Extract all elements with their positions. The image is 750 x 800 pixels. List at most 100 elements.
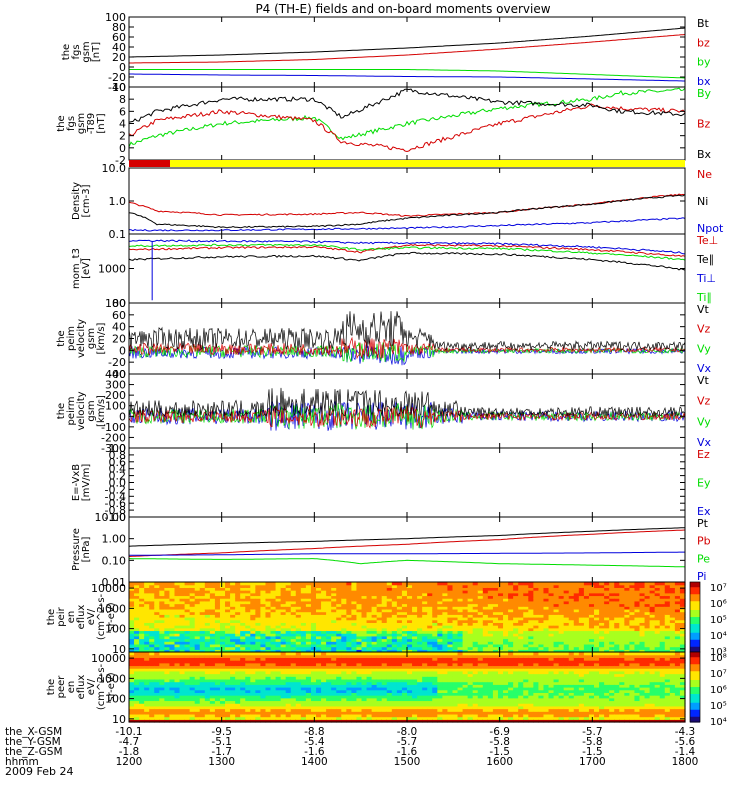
heatmap-cell (230, 711, 236, 715)
heatmap-cell (472, 649, 479, 653)
heatmap-cell (417, 627, 423, 632)
heatmap-cell (209, 627, 216, 632)
heatmap-cell (619, 595, 625, 599)
heatmap-cell (295, 643, 302, 648)
heatmap-cell (664, 598, 671, 602)
heatmap-cell (427, 662, 433, 667)
heatmap-cell (442, 649, 449, 653)
heatmap-cell (174, 592, 181, 597)
heatmap-cell (599, 638, 605, 642)
heatmap-cell (144, 703, 150, 707)
heatmap-cell (518, 600, 524, 605)
heatmap-cell (250, 598, 256, 602)
heatmap-cell (179, 587, 186, 591)
heatmap-cell (386, 700, 393, 704)
heatmap-cell (169, 598, 176, 602)
heatmap-cell (149, 654, 155, 658)
heatmap-cell (139, 654, 145, 658)
heatmap-cell (245, 692, 251, 696)
heatmap-cell (391, 700, 398, 704)
heatmap-cell (356, 705, 363, 710)
legend-Pe: Pe (697, 552, 710, 565)
heatmap-cell (179, 649, 186, 653)
heatmap-cell (235, 692, 241, 696)
heatmap-cell (659, 614, 666, 618)
heatmap-cell (326, 719, 332, 723)
heatmap-cell (164, 582, 171, 586)
heatmap-cell (199, 681, 206, 685)
heatmap-cell (230, 617, 236, 621)
heatmap-cell (326, 622, 332, 626)
heatmap-cell (583, 643, 590, 648)
heatmap-cell (639, 630, 646, 634)
heatmap-cell (462, 584, 469, 588)
heatmap-cell (548, 627, 555, 632)
heatmap-cell (396, 673, 403, 677)
heatmap-cell (679, 582, 686, 586)
heatmap-cell (548, 590, 555, 594)
heatmap-cell (300, 630, 307, 634)
heatmap-cell (417, 700, 423, 704)
heatmap-cell (472, 595, 479, 599)
heatmap-cell (401, 687, 408, 691)
heatmap-cell (280, 681, 287, 685)
heatmap-cell (422, 681, 428, 685)
heatmap-cell (447, 649, 454, 653)
heatmap-cell (270, 590, 277, 594)
legend-bz: bz (697, 36, 710, 49)
heatmap-cell (240, 617, 246, 621)
heatmap-cell (452, 638, 459, 642)
heatmap-cell (280, 652, 287, 656)
heatmap-cell (295, 713, 302, 718)
heatmap-cell (472, 587, 479, 591)
heatmap-cell (285, 673, 292, 677)
heatmap-cell (326, 649, 332, 653)
heatmap-cell (174, 641, 181, 645)
heatmap-cell (341, 713, 347, 718)
heatmap-cell (396, 617, 403, 621)
heatmap-cell (624, 633, 630, 637)
heatmap-cell (508, 606, 514, 610)
heatmap-cell (199, 665, 206, 669)
heatmap-cell (245, 687, 251, 691)
heatmap-cell (199, 641, 206, 645)
heatmap-cell (194, 633, 201, 637)
heatmap-cell (432, 716, 438, 720)
heatmap-cell (482, 608, 489, 613)
heatmap-cell (422, 641, 428, 645)
heatmap-cell (225, 617, 231, 621)
heatmap-cell (417, 660, 423, 664)
heatmap-cell (305, 654, 312, 658)
heatmap-cell (371, 584, 378, 588)
heatmap-cell (295, 633, 302, 637)
heatmap-cell (664, 603, 671, 607)
heatmap-cell (508, 614, 514, 618)
heatmap-cell (583, 630, 590, 634)
heatmap-cell (250, 665, 256, 669)
ytick-label: 8 (119, 93, 126, 106)
heatmap-cell (245, 595, 251, 599)
heatmap-cell (599, 590, 605, 594)
heatmap-cell (134, 584, 140, 588)
heatmap-cell (381, 708, 388, 712)
heatmap-cell (659, 600, 666, 605)
heatmap-cell (199, 668, 206, 672)
heatmap-cell (214, 600, 221, 605)
heatmap-cell (528, 592, 534, 597)
heatmap-cell (169, 652, 176, 656)
heatmap-cell (599, 617, 605, 621)
heatmap-cell (154, 670, 160, 675)
heatmap-cell (432, 598, 438, 602)
heatmap-cell (381, 619, 388, 623)
heatmap-cell (386, 622, 393, 626)
heatmap-cell (225, 662, 231, 667)
heatmap-cell (497, 611, 504, 615)
heatmap-cell (361, 582, 368, 586)
heatmap-cell (179, 670, 186, 675)
heatmap-cell (594, 625, 600, 629)
heatmap-cell (336, 608, 342, 613)
heatmap-cell (412, 598, 418, 602)
heatmap-cell (573, 595, 580, 599)
heatmap-cell (351, 687, 358, 691)
heatmap-cell (331, 660, 337, 664)
